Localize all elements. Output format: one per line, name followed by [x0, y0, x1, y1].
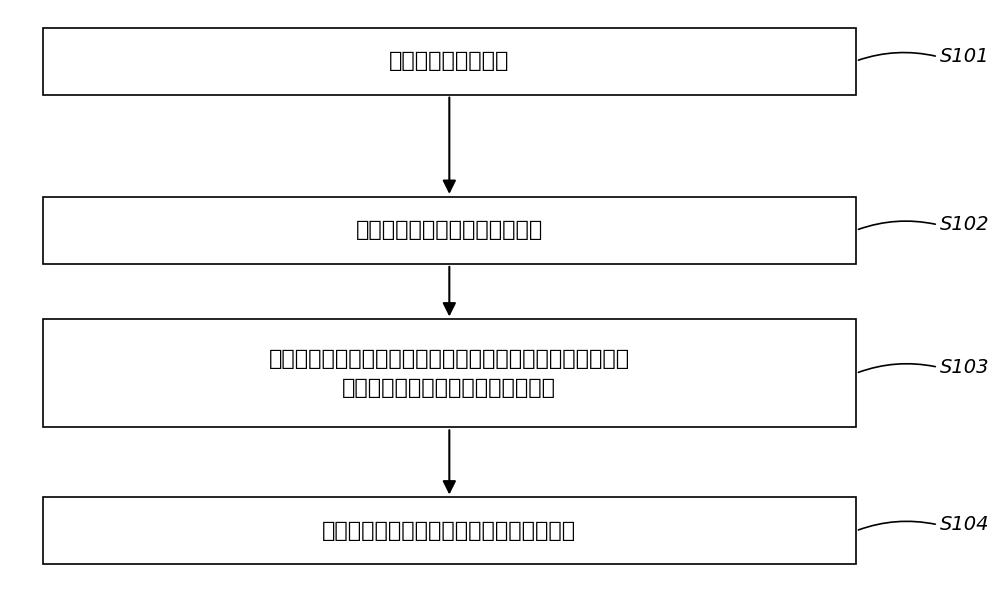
Text: S101: S101 [940, 47, 989, 66]
Bar [43, 27, 856, 95]
Text: S102: S102 [940, 215, 989, 234]
Text: 在所述介质层中形成通孔及沟槽: 在所述介质层中形成通孔及沟槽 [356, 220, 543, 240]
Text: S104: S104 [940, 515, 989, 535]
Bar [43, 197, 856, 264]
Text: 在所述通孔的侧壁及底部以及所述沟槽的侧壁和底部形成阻挡
层，所述阻挡层包含金属晶体粘附层: 在所述通孔的侧壁及底部以及所述沟槽的侧壁和底部形成阻挡 层，所述阻挡层包含金属晶… [269, 349, 630, 398]
Text: 在所述通孔及沟槽中填充铜，形成铜互连层: 在所述通孔及沟槽中填充铜，形成铜互连层 [322, 521, 576, 541]
Bar [43, 319, 856, 427]
Text: S103: S103 [940, 358, 989, 377]
Text: 在衬底上形成介质层: 在衬底上形成介质层 [389, 51, 510, 71]
Bar [43, 497, 856, 565]
